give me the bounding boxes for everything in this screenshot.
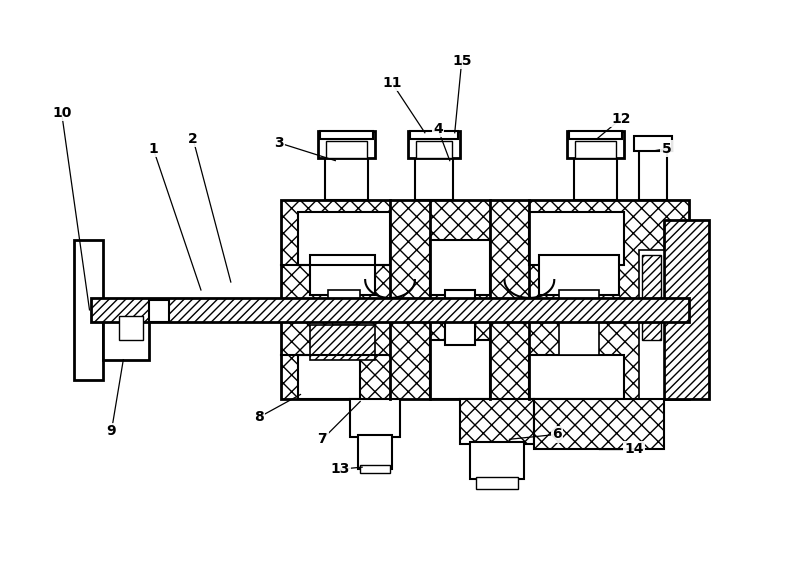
Bar <box>430 340 490 400</box>
Bar <box>358 435 392 469</box>
Bar <box>639 250 664 400</box>
Text: 10: 10 <box>52 106 71 120</box>
Text: 8: 8 <box>254 410 263 424</box>
Bar <box>298 213 390 265</box>
Bar <box>445 290 474 345</box>
Text: 15: 15 <box>452 54 471 68</box>
Bar <box>569 131 622 139</box>
Bar <box>642 255 661 340</box>
Bar <box>320 131 373 139</box>
Bar <box>310 255 375 295</box>
Bar <box>281 310 689 400</box>
Bar <box>103 302 150 360</box>
Text: 5: 5 <box>662 142 671 156</box>
Bar <box>91 298 689 322</box>
Bar <box>634 136 672 150</box>
Bar <box>416 141 452 157</box>
Bar <box>350 400 400 437</box>
Bar <box>318 131 375 157</box>
Bar <box>476 477 518 489</box>
Text: 2: 2 <box>188 132 198 146</box>
Bar <box>326 156 368 200</box>
Text: 7: 7 <box>318 432 327 446</box>
Text: 4: 4 <box>433 122 442 136</box>
Text: 1: 1 <box>148 142 158 156</box>
Bar <box>559 290 599 354</box>
Bar <box>539 255 619 295</box>
Bar <box>575 141 616 157</box>
Bar <box>408 131 460 157</box>
Bar <box>119 316 143 340</box>
Bar <box>530 213 624 265</box>
Text: 12: 12 <box>611 112 630 126</box>
Bar <box>534 400 664 449</box>
Bar <box>281 200 689 310</box>
Bar <box>332 312 356 328</box>
Bar <box>328 290 360 315</box>
Bar <box>415 156 453 200</box>
Bar <box>298 354 360 400</box>
Bar <box>74 240 103 379</box>
Bar <box>310 325 375 360</box>
Text: 11: 11 <box>382 76 402 90</box>
Text: 6: 6 <box>553 427 562 442</box>
Bar <box>430 240 490 295</box>
Bar <box>470 442 525 479</box>
Bar <box>360 465 390 473</box>
Bar <box>639 149 666 200</box>
Text: 13: 13 <box>330 462 350 476</box>
Text: 3: 3 <box>274 136 283 150</box>
Bar <box>574 156 617 200</box>
Bar <box>326 141 367 157</box>
Text: 14: 14 <box>624 442 644 456</box>
Bar <box>460 400 534 444</box>
Bar <box>150 300 169 322</box>
Bar <box>567 131 624 157</box>
Text: 9: 9 <box>106 424 116 438</box>
Bar <box>664 220 709 400</box>
Bar <box>410 131 458 139</box>
Bar <box>530 354 624 400</box>
